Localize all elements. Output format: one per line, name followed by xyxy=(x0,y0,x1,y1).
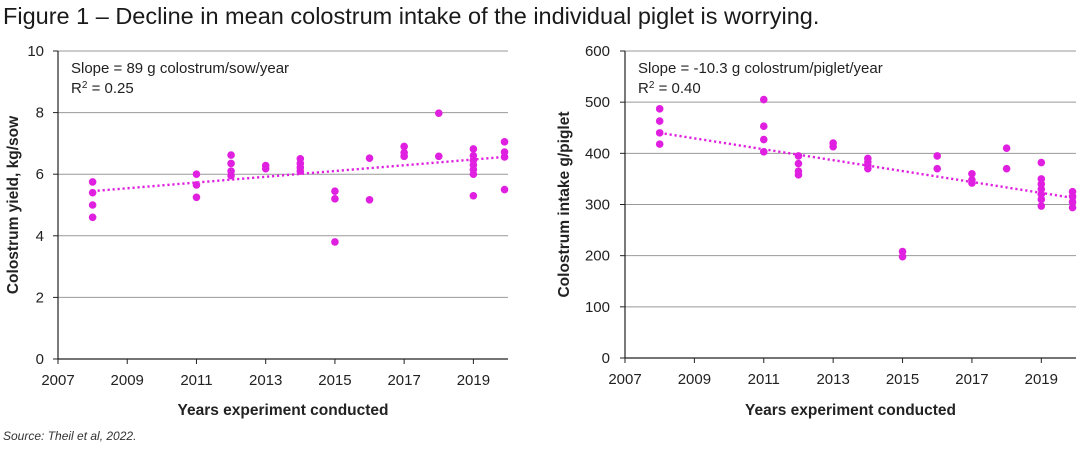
x-axis-label: Years experiment conducted xyxy=(745,402,956,419)
data-point xyxy=(759,147,768,156)
data-point xyxy=(794,171,803,179)
data-point xyxy=(434,109,443,118)
data-point xyxy=(400,142,408,151)
data-point xyxy=(469,170,478,178)
y-tick-label: 4 xyxy=(36,228,44,245)
x-tick-label: 2011 xyxy=(748,371,780,388)
data-point xyxy=(794,152,803,160)
data-point xyxy=(365,195,374,204)
data-point xyxy=(1002,144,1011,153)
figure-title: Figure 1 – Decline in mean colostrum int… xyxy=(3,3,820,29)
data-point xyxy=(933,152,942,160)
data-point xyxy=(1068,198,1077,206)
data-point xyxy=(88,213,97,222)
data-point xyxy=(331,238,339,246)
data-point xyxy=(296,167,305,175)
r2-annotation: R2 = 0.40 xyxy=(638,80,701,98)
y-axis-label: Colostrum intake g/piglet xyxy=(556,111,573,297)
data-point xyxy=(500,138,509,146)
data-point xyxy=(434,152,443,161)
x-tick-label: 2015 xyxy=(886,371,919,388)
x-tick-label: 2007 xyxy=(608,371,641,388)
data-point xyxy=(794,159,803,168)
data-point xyxy=(759,135,768,144)
data-point xyxy=(1037,158,1046,167)
x-tick-label: 2015 xyxy=(318,372,351,389)
slope-annotation: Slope = -10.3 g colostrum/piglet/year xyxy=(638,60,883,77)
data-point xyxy=(192,193,201,202)
y-axis-label: Colostrum yield, kg/sow xyxy=(5,115,22,294)
y-tick-label: 6 xyxy=(36,166,44,183)
data-point xyxy=(655,140,664,148)
data-point xyxy=(1037,202,1046,210)
data-point xyxy=(655,105,664,113)
x-tick-label: 2009 xyxy=(111,372,144,389)
r2-value: = 0.25 xyxy=(87,80,133,97)
data-point xyxy=(1068,203,1077,212)
data-point xyxy=(227,159,235,168)
slope-annotation: Slope = 89 g colostrum/sow/year xyxy=(71,60,289,77)
data-point xyxy=(898,252,907,261)
y-tick-label: 100 xyxy=(585,299,610,316)
data-point xyxy=(759,122,768,131)
y-tick-label: 400 xyxy=(585,145,610,162)
r2-value: = 0.40 xyxy=(654,80,700,97)
y-tick-label: 200 xyxy=(585,248,610,265)
data-point xyxy=(192,170,201,178)
data-point xyxy=(1037,195,1046,204)
data-point xyxy=(968,170,976,178)
data-point xyxy=(655,129,664,137)
data-point xyxy=(227,151,235,159)
data-point xyxy=(469,191,478,200)
data-point xyxy=(759,95,768,104)
data-point xyxy=(400,152,408,161)
r2-annotation: R2 = 0.25 xyxy=(71,80,134,98)
y-tick-label: 600 xyxy=(585,43,610,60)
data-point xyxy=(88,188,97,197)
x-tick-label: 2019 xyxy=(457,372,490,389)
figure-source: Source: Theil et al, 2022. xyxy=(3,429,137,443)
data-point xyxy=(1002,164,1011,173)
x-tick-label: 2011 xyxy=(180,372,212,389)
data-point xyxy=(1068,192,1077,201)
data-point xyxy=(261,164,270,173)
y-tick-label: 0 xyxy=(36,351,44,368)
data-point xyxy=(227,171,235,180)
x-tick-label: 2009 xyxy=(678,371,711,388)
data-point xyxy=(469,145,478,153)
data-point xyxy=(331,195,339,203)
data-point xyxy=(500,185,509,194)
x-tick-label: 2017 xyxy=(387,372,420,389)
data-point xyxy=(933,164,942,173)
chart-2: 0 100 200 300 400 500 600 2007 2009 2011 2013 2015 2… xyxy=(556,43,1077,419)
r2-symbol: R xyxy=(71,80,82,97)
data-point xyxy=(968,179,976,187)
data-point xyxy=(331,187,339,195)
y-tick-label: 500 xyxy=(585,94,610,111)
x-tick-label: 2013 xyxy=(249,372,282,389)
r2-superscript: 2 xyxy=(82,80,88,91)
data-point xyxy=(88,201,97,209)
x-tick-label: 2007 xyxy=(41,372,74,389)
data-point xyxy=(864,164,872,173)
data-point xyxy=(655,117,664,125)
data-point xyxy=(500,153,509,161)
y-tick-label: 0 xyxy=(602,350,610,367)
data-point xyxy=(88,178,97,186)
y-tick-label: 10 xyxy=(27,43,44,60)
y-tick-label: 2 xyxy=(36,289,44,306)
data-point xyxy=(192,181,201,189)
chart-1: 0 2 4 6 8 10 2007 2009 2011 2013 2015 2017 2019 Years… xyxy=(5,43,509,419)
r2-symbol: R xyxy=(638,80,649,97)
x-axis-label: Years experiment conducted xyxy=(177,402,388,419)
data-point xyxy=(829,142,837,151)
x-tick-label: 2019 xyxy=(1025,371,1058,388)
x-tick-label: 2017 xyxy=(955,371,988,388)
y-tick-label: 300 xyxy=(585,197,610,214)
data-point xyxy=(365,154,374,162)
r2-superscript: 2 xyxy=(649,80,655,91)
y-tick-label: 8 xyxy=(36,105,44,122)
x-tick-label: 2013 xyxy=(816,371,849,388)
